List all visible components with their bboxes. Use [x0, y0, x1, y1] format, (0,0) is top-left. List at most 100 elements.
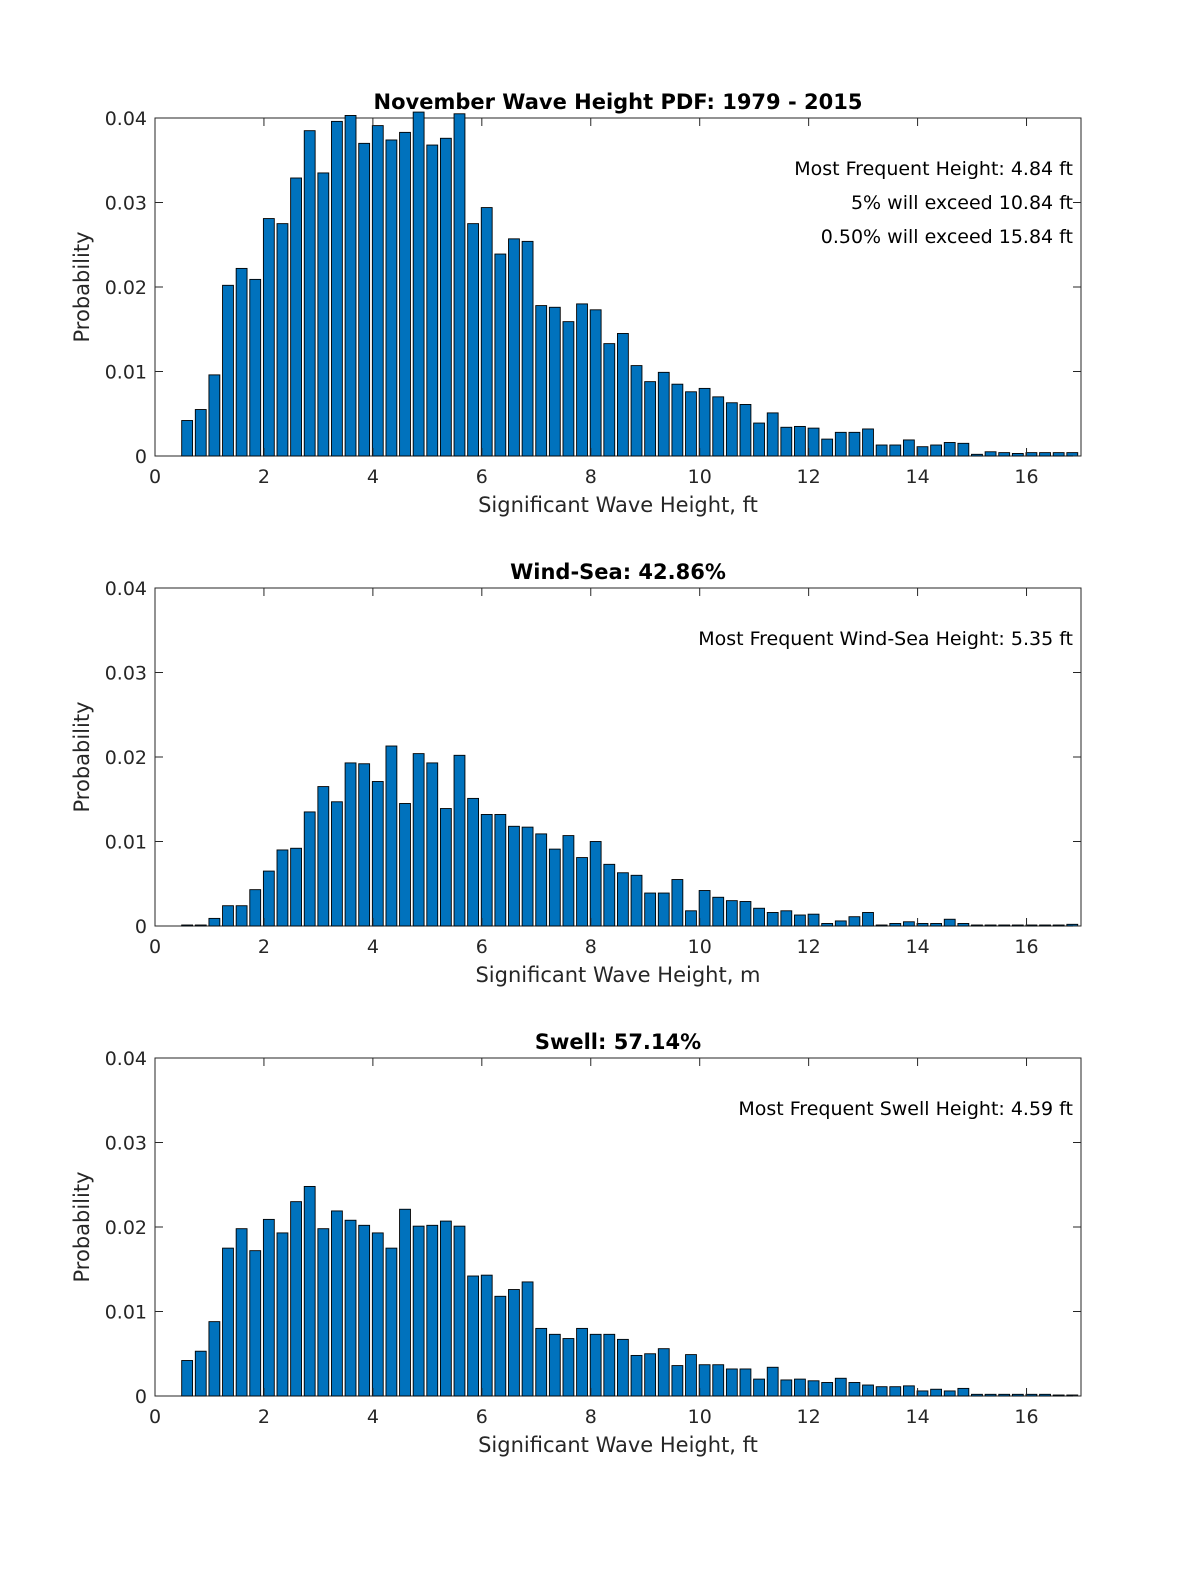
bar — [1066, 452, 1079, 457]
bar — [1039, 452, 1051, 457]
bar — [725, 900, 738, 927]
bar — [494, 1295, 507, 1397]
x-tick-label: 6 — [476, 936, 488, 958]
bar — [208, 917, 221, 927]
bar — [262, 870, 275, 927]
bar — [957, 1387, 970, 1397]
bar — [671, 383, 684, 457]
bar — [1025, 452, 1038, 457]
bar — [344, 762, 357, 927]
bar — [644, 1353, 657, 1397]
bar — [875, 444, 888, 457]
bar — [807, 1380, 820, 1397]
bar — [480, 207, 493, 457]
y-axis-label: Probability — [70, 1171, 94, 1282]
bar — [426, 1224, 439, 1397]
x-tick-label: 2 — [258, 466, 270, 488]
bar — [480, 1274, 493, 1397]
bar — [1025, 924, 1038, 927]
bar — [916, 1390, 929, 1397]
y-tick-label: 0.03 — [105, 663, 147, 685]
bar — [739, 404, 752, 457]
bar — [725, 402, 738, 457]
bar — [412, 753, 425, 927]
bar — [957, 442, 970, 457]
bar — [1052, 452, 1065, 457]
bar — [262, 1218, 275, 1397]
bar — [235, 267, 248, 457]
bar — [603, 1333, 616, 1397]
bar — [331, 801, 343, 927]
y-tick-label: 0.04 — [105, 1048, 147, 1070]
bar — [998, 452, 1011, 457]
bar — [794, 914, 806, 927]
bar — [371, 781, 384, 927]
bar — [535, 833, 548, 927]
bar — [194, 409, 207, 457]
bar — [685, 910, 697, 927]
bar — [875, 924, 888, 927]
bar — [589, 1333, 602, 1397]
bar — [344, 1219, 357, 1397]
bar — [426, 762, 439, 927]
bar — [957, 923, 970, 927]
x-tick-label: 16 — [1014, 466, 1038, 488]
bar — [1011, 1393, 1024, 1397]
x-tick-label: 8 — [585, 1406, 597, 1428]
bar — [548, 306, 561, 457]
bar — [644, 381, 657, 457]
x-tick-label: 12 — [797, 1406, 821, 1428]
bar — [521, 826, 534, 927]
bar — [412, 1225, 425, 1397]
bar — [848, 916, 861, 927]
bar — [739, 901, 752, 927]
x-axis-label: Significant Wave Height, ft — [478, 493, 758, 517]
x-tick-label: 14 — [905, 466, 929, 488]
bar — [576, 303, 588, 457]
bar — [385, 139, 398, 457]
bar — [358, 1224, 371, 1397]
bar — [712, 1364, 725, 1397]
bar — [753, 422, 765, 457]
bar — [998, 1393, 1011, 1397]
bar — [222, 1247, 234, 1397]
bar — [290, 847, 302, 927]
bar — [1025, 1393, 1038, 1397]
annotation-text: Most Frequent Wind-Sea Height: 5.35 ft — [698, 628, 1073, 650]
bar — [399, 803, 411, 927]
x-axis-label: Significant Wave Height, ft — [478, 1433, 758, 1457]
bar — [685, 391, 697, 457]
bar — [562, 321, 575, 457]
x-tick-label: 6 — [476, 1406, 488, 1428]
bar — [249, 1250, 262, 1397]
bar — [780, 426, 793, 457]
bar — [467, 223, 480, 457]
bar — [780, 910, 793, 927]
y-tick-label: 0.02 — [105, 1217, 147, 1239]
bar — [317, 172, 330, 457]
bar — [494, 253, 507, 457]
bar — [194, 1350, 207, 1397]
bar — [576, 1327, 588, 1397]
y-tick-label: 0 — [135, 1386, 147, 1408]
bar — [984, 451, 997, 457]
bar — [943, 1390, 956, 1397]
x-tick-label: 12 — [797, 466, 821, 488]
bar — [766, 412, 779, 457]
chart-title: Wind-Sea: 42.86% — [510, 560, 726, 584]
bar — [480, 814, 493, 927]
bar — [222, 284, 234, 457]
bar — [249, 889, 262, 927]
x-tick-label: 0 — [149, 936, 161, 958]
bar — [548, 1333, 561, 1397]
bar — [862, 1384, 874, 1397]
bar — [807, 913, 820, 927]
bar — [902, 1385, 915, 1397]
bar — [317, 786, 330, 927]
bar — [453, 1225, 466, 1397]
bar — [562, 835, 575, 927]
x-tick-label: 16 — [1014, 1406, 1038, 1428]
x-tick-label: 10 — [688, 936, 712, 958]
bar — [930, 1388, 942, 1397]
bar — [358, 763, 371, 927]
